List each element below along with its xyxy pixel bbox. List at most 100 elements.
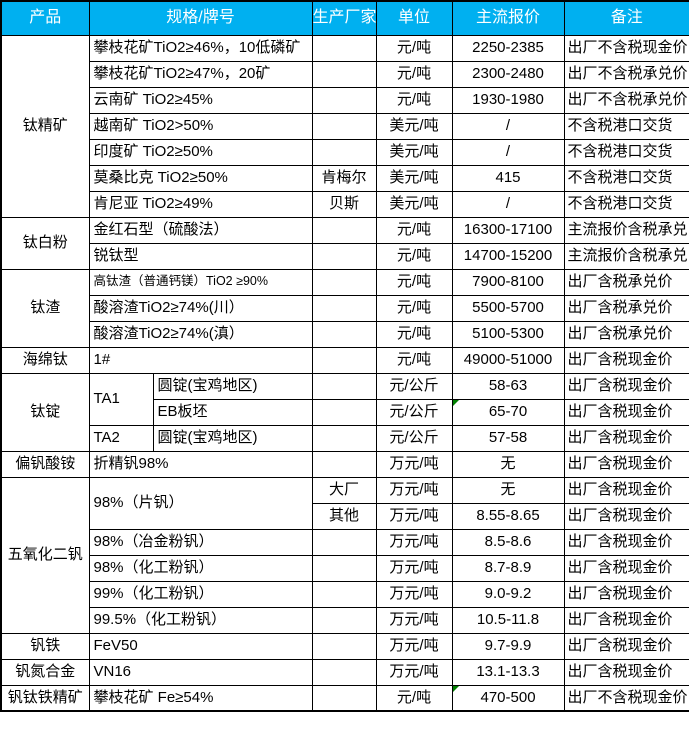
producer-cell (311, 60, 377, 88)
table-row: 钛白粉 金红石型（硫酸法） 元/吨 16300-17100 主流报价含税承兑 (0, 216, 689, 270)
price-table: 产品 规格/牌号 生产厂家 单位 主流报价 备注 钛精矿 攀枝花矿TiO2≥46… (0, 0, 689, 712)
note-cell: 出厂含税承兑价 (563, 294, 689, 322)
table-row: 攀枝花矿TiO2≥47%，20矿 元/吨 2300-2480 出厂不含税承兑价 (1, 60, 689, 88)
excel-error-flag-icon (453, 400, 460, 407)
producer-cell (311, 450, 377, 478)
product-cell: 钛白粉 (0, 216, 90, 270)
note-cell: 出厂含税现金价 (563, 424, 689, 452)
spec-cell: 金红石型（硫酸法） (88, 216, 313, 244)
price-cell: / (451, 190, 565, 218)
note-cell: 出厂含税现金价 (563, 450, 689, 478)
producer-cell (311, 86, 377, 114)
header-row: 产品 规格/牌号 生产厂家 单位 主流报价 备注 (0, 0, 689, 36)
unit-cell: 万元/吨 (375, 450, 453, 478)
price-cell: 7900-8100 (451, 268, 565, 296)
spec-cell: 攀枝花矿 Fe≥54% (88, 684, 313, 712)
price-cell: 8.55-8.65 (451, 502, 565, 530)
price-cell: 14700-15200 (451, 242, 565, 270)
spec-cell: 锐钛型 (88, 242, 313, 270)
product-cell: 钒钛铁精矿 (0, 684, 90, 712)
note-cell: 出厂含税现金价 (563, 398, 689, 426)
price-cell: 1930-1980 (451, 86, 565, 114)
unit-cell: 美元/吨 (375, 164, 453, 192)
spec-cell: 云南矿 TiO2≥45% (88, 86, 313, 114)
producer-cell (311, 268, 377, 296)
col-header-producer: 生产厂家 (311, 0, 377, 36)
price-cell: / (451, 138, 565, 166)
producer-cell (311, 424, 377, 452)
price-text: 65-70 (488, 402, 528, 420)
table-row: 98%（冶金粉钒） 万元/吨 8.5-8.6 出厂含税现金价 (1, 528, 689, 556)
price-text: 470-500 (480, 688, 536, 706)
note-cell: 出厂不含税承兑价 (563, 60, 689, 88)
spec-cell: 99%（化工粉钒） (88, 580, 313, 608)
producer-cell (311, 34, 377, 62)
col-header-price: 主流报价 (451, 0, 565, 36)
product-cell: 钒铁 (0, 632, 90, 660)
grade-cell: TA2 (88, 424, 154, 452)
product-cell: 钒氮合金 (0, 658, 90, 686)
note-cell: 不含税港口交货 (563, 164, 689, 192)
spec-cell: 酸溶渣TiO2≥74%(川） (88, 294, 313, 322)
unit-cell: 元/吨 (375, 268, 453, 296)
note-cell: 出厂含税现金价 (563, 476, 689, 504)
price-cell: 8.5-8.6 (451, 528, 565, 556)
producer-cell (311, 554, 377, 582)
price-cell: 16300-17100 (451, 216, 565, 244)
unit-cell: 元/公斤 (375, 424, 453, 452)
unit-cell: 万元/吨 (375, 476, 453, 504)
spec-cell: 98%（片钒） (88, 476, 313, 530)
note-cell: 不含税港口交货 (563, 190, 689, 218)
note-cell: 出厂含税现金价 (563, 632, 689, 660)
price-cell: 2300-2480 (451, 60, 565, 88)
price-cell: 10.5-11.8 (451, 606, 565, 634)
spec-cell: 高钛渣（普通钙镁）TiO2 ≥90% (88, 268, 313, 296)
note-cell: 出厂不含税承兑价 (563, 86, 689, 114)
price-cell: 13.1-13.3 (451, 658, 565, 686)
price-cell: / (451, 112, 565, 140)
note-cell: 不含税港口交货 (563, 138, 689, 166)
table-row: 钛渣 高钛渣（普通钙镁）TiO2 ≥90% 元/吨 7900-8100 出厂含税… (0, 268, 689, 348)
note-cell: 主流报价含税承兑 (563, 216, 689, 244)
producer-cell (311, 242, 377, 270)
spec-cell: 98%（化工粉钒） (88, 554, 313, 582)
producer-cell (311, 138, 377, 166)
product-cell: 钛渣 (0, 268, 90, 348)
producer-cell: 大厂 (311, 476, 377, 504)
unit-cell: 万元/吨 (375, 606, 453, 634)
unit-cell: 元/吨 (375, 60, 453, 88)
producer-cell (311, 632, 377, 660)
product-cell: 五氧化二钒 (0, 476, 90, 634)
producer-cell (311, 112, 377, 140)
price-cell: 470-500 (451, 684, 565, 712)
table-row: 印度矿 TiO2≥50% 美元/吨 / 不含税港口交货 (1, 138, 689, 166)
producer-cell: 贝斯 (311, 190, 377, 218)
spec-cell: 莫桑比克 TiO2≥50% (88, 164, 313, 192)
price-cell: 57-58 (451, 424, 565, 452)
price-cell: 58-63 (451, 372, 565, 400)
spec-cell: EB板坯 (152, 398, 313, 426)
unit-cell: 元/吨 (375, 34, 453, 62)
table-row: 钛精矿 攀枝花矿TiO2≥46%，10低磷矿 元/吨 2250-2385 出厂不… (0, 34, 689, 218)
table-row: 钒铁 FeV50 万元/吨 9.7-9.9 出厂含税现金价 (0, 632, 689, 660)
spec-cell: 印度矿 TiO2≥50% (88, 138, 313, 166)
unit-cell: 元/吨 (375, 242, 453, 270)
note-cell: 出厂含税承兑价 (563, 268, 689, 296)
price-cell: 65-70 (451, 398, 565, 426)
product-cell: 海绵钛 (0, 346, 90, 374)
note-cell: 出厂含税现金价 (563, 580, 689, 608)
price-cell: 无 (451, 450, 565, 478)
producer-cell (311, 320, 377, 348)
price-cell: 5100-5300 (451, 320, 565, 348)
note-cell: 主流报价含税承兑 (563, 242, 689, 270)
unit-cell: 万元/吨 (375, 658, 453, 686)
producer-cell (311, 580, 377, 608)
table-row: 钛锭 TA1 圆锭(宝鸡地区) 元/公斤 58-63 出厂含税现金价 (0, 372, 689, 452)
spec-cell: 98%（冶金粉钒） (88, 528, 313, 556)
unit-cell: 元/公斤 (375, 398, 453, 426)
note-cell: 出厂含税现金价 (563, 346, 689, 374)
producer-cell (311, 528, 377, 556)
unit-cell: 元/吨 (375, 86, 453, 114)
table-row: 酸溶渣TiO2≥74%(滇） 元/吨 5100-5300 出厂含税承兑价 (1, 320, 689, 348)
note-cell: 出厂含税现金价 (563, 528, 689, 556)
